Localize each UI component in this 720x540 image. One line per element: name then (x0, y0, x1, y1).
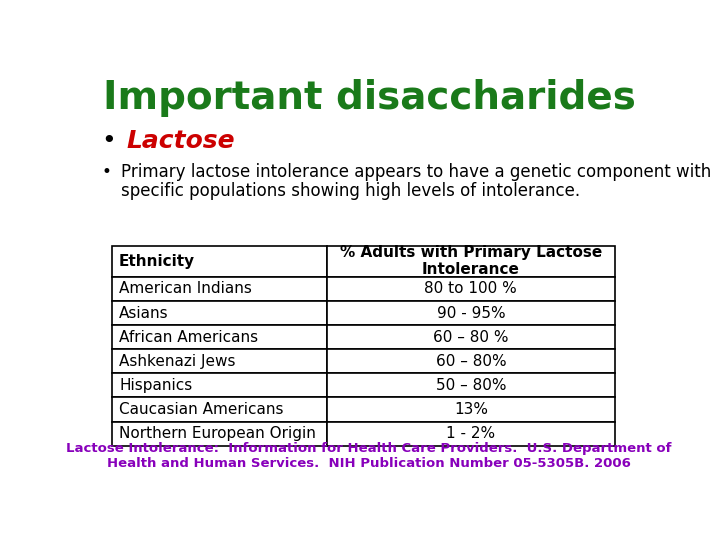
Text: 90 - 95%: 90 - 95% (436, 306, 505, 321)
Bar (327, 301, 615, 325)
Text: Primary lactose intolerance appears to have a genetic component with: Primary lactose intolerance appears to h… (121, 163, 711, 180)
Text: specific populations showing high levels of intolerance.: specific populations showing high levels… (121, 182, 580, 200)
Bar (112, 397, 327, 422)
Bar (112, 422, 327, 446)
Text: Hispanics: Hispanics (119, 378, 192, 393)
Bar (327, 397, 615, 422)
Text: Important disaccharides: Important disaccharides (102, 79, 636, 117)
Bar (112, 277, 327, 301)
Text: American Indians: American Indians (119, 281, 252, 296)
Text: 60 – 80 %: 60 – 80 % (433, 329, 508, 345)
Bar (112, 373, 327, 397)
Bar (327, 246, 615, 277)
Text: Lactose: Lactose (126, 129, 235, 153)
Bar (112, 325, 327, 349)
Text: Health and Human Services.  NIH Publication Number 05-5305B. 2006: Health and Human Services. NIH Publicati… (107, 457, 631, 470)
Bar (327, 325, 615, 349)
Text: Asians: Asians (119, 306, 168, 321)
Bar (112, 246, 327, 277)
Text: Ethnicity: Ethnicity (119, 254, 195, 269)
Text: 50 – 80%: 50 – 80% (436, 378, 506, 393)
Text: •: • (101, 129, 116, 153)
Bar (327, 349, 615, 373)
Text: Lactose Intolerance:  Information for Health Care Providers.  U.S. Department of: Lactose Intolerance: Information for Hea… (66, 442, 672, 455)
Bar (327, 277, 615, 301)
Bar (112, 301, 327, 325)
Text: Ashkenazi Jews: Ashkenazi Jews (119, 354, 235, 369)
Text: •: • (101, 163, 111, 180)
Text: 1 - 2%: 1 - 2% (446, 426, 495, 441)
Bar (112, 349, 327, 373)
Text: 13%: 13% (454, 402, 488, 417)
Text: 80 to 100 %: 80 to 100 % (425, 281, 517, 296)
Bar (327, 373, 615, 397)
Text: % Adults with Primary Lactose
Intolerance: % Adults with Primary Lactose Intoleranc… (340, 245, 602, 278)
Text: Northern European Origin: Northern European Origin (119, 426, 316, 441)
Text: African Americans: African Americans (119, 329, 258, 345)
Text: Caucasian Americans: Caucasian Americans (119, 402, 284, 417)
Bar (327, 422, 615, 446)
Text: 60 – 80%: 60 – 80% (436, 354, 506, 369)
